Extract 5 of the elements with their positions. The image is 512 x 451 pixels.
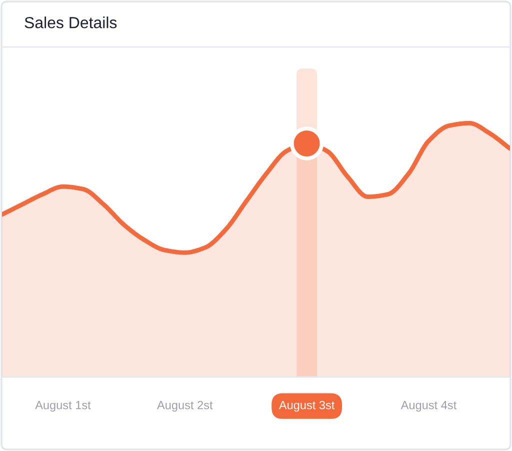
x-tick-label: August 3st xyxy=(278,400,335,412)
x-tick-label: August 2st xyxy=(157,400,213,412)
x-tick-label: August 4st xyxy=(400,401,457,412)
chart-title: Sales Details xyxy=(24,16,117,28)
x-tick-label: August 1st xyxy=(35,401,91,412)
